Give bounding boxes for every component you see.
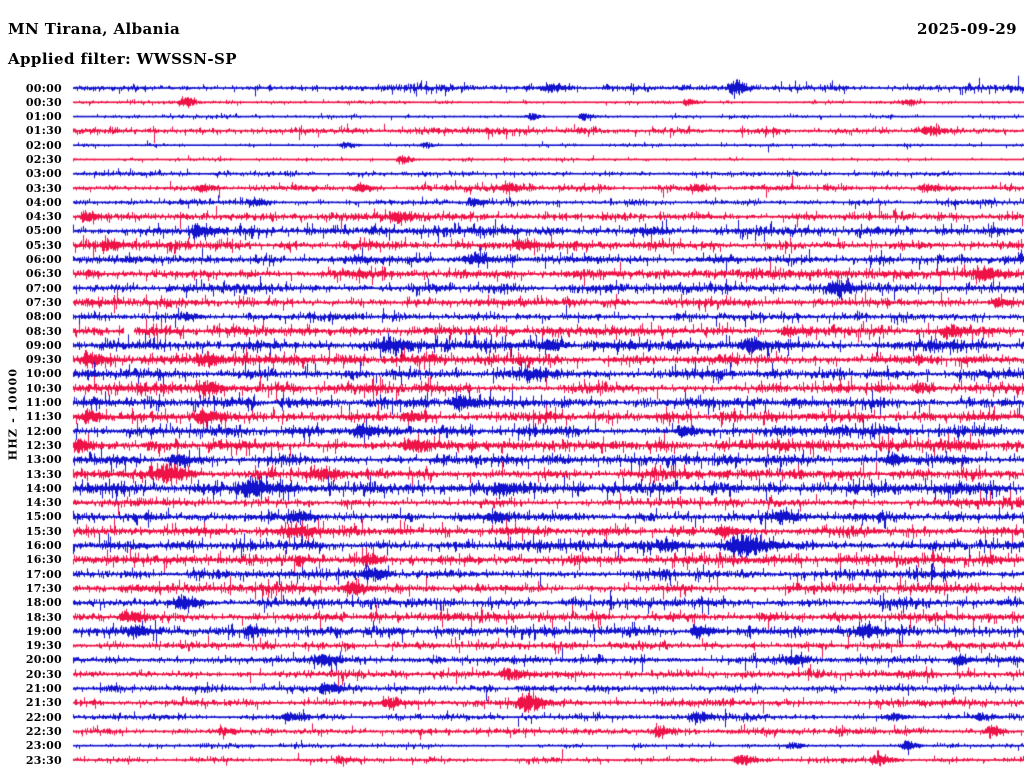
helicorder-view: MN Tirana, Albania 2025-09-29 Applied fi…	[0, 0, 1024, 780]
seismogram-traces	[0, 0, 1024, 780]
